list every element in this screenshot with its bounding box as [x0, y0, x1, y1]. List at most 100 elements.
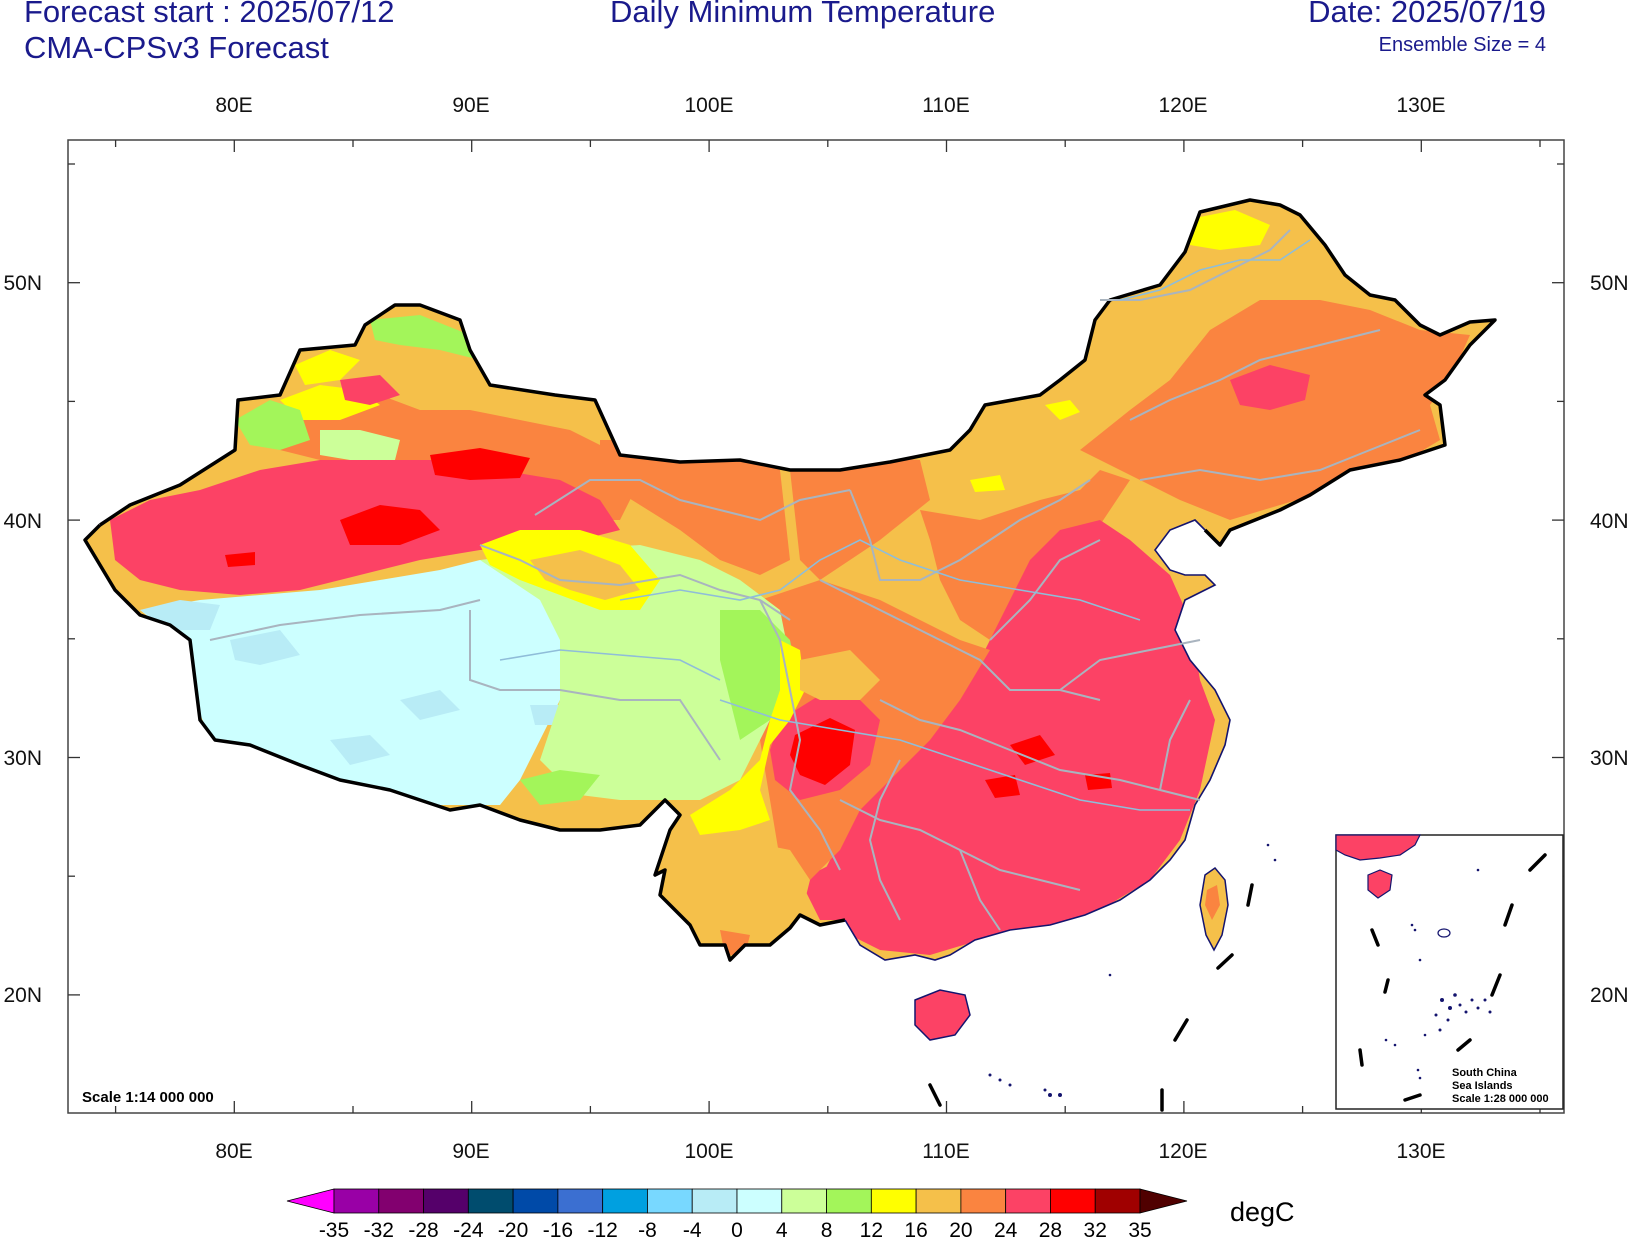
colorbar-label: -8	[638, 1219, 657, 1241]
colorbar-segment	[1139, 1188, 1188, 1214]
region-tarim-hot-cores	[225, 552, 255, 567]
region-plateau-edge	[370, 315, 480, 360]
colorbar-segment	[1094, 1188, 1141, 1214]
region-plateau-edge	[235, 400, 310, 450]
rivers	[499, 239, 1311, 811]
region-tarim-hot-cores	[430, 448, 530, 480]
frame-ticks	[68, 140, 1564, 1113]
coastline	[844, 519, 1231, 961]
colorbar-segment	[647, 1188, 693, 1214]
scale-label: Scale 1:14 000 000	[82, 1089, 214, 1106]
colorbar-segment	[691, 1188, 738, 1214]
map-title: Daily Minimum Temperature	[610, 0, 996, 29]
lat-label: 30N	[1590, 747, 1629, 770]
colorbar-label: -20	[498, 1219, 528, 1241]
region-tarim-hot-cores	[340, 505, 440, 545]
forecast-start-label: Forecast start : 2025/07/12	[24, 0, 395, 29]
lat-label: 50N	[1590, 272, 1629, 295]
region-xinjiang-north	[340, 375, 400, 405]
colorbar-label: -35	[319, 1219, 349, 1241]
lat-label: 20N	[1590, 984, 1629, 1007]
region-northern-yellow	[1185, 210, 1270, 250]
hainan	[914, 989, 971, 1041]
south-china-sea-inset: South China Sea Islands Scale 1:28 000 0…	[1335, 834, 1564, 1110]
lon-label: 130E	[1396, 94, 1445, 117]
region-xinjiang-north	[295, 350, 360, 385]
lat-label: 30N	[3, 747, 42, 770]
region-northern-yellow	[970, 475, 1005, 492]
inset-mainland	[1335, 834, 1421, 861]
region-plateau-edge	[320, 430, 400, 460]
region-qinghai	[480, 545, 790, 800]
inset-label: South China	[1452, 1067, 1518, 1079]
region-tibetan-plateau	[230, 630, 300, 665]
colorbar-label: 24	[994, 1219, 1018, 1241]
colorbar-unit: degC	[1230, 1197, 1295, 1227]
region-yunnan	[800, 650, 880, 700]
region-qaidam-basin	[690, 640, 805, 835]
lon-label: 90E	[452, 1140, 489, 1163]
region-inner-mongolia-band	[600, 440, 790, 575]
colorbar-segment	[1050, 1188, 1096, 1214]
colorbar-label: 32	[1084, 1219, 1107, 1241]
region-tibetan-plateau	[530, 705, 560, 725]
region-northern-yellow	[1045, 400, 1080, 420]
colorbar: -35 -32 -28 -24 -20 -16 -12 -8 -4 0 4 8 12 16 20 24 28 32…	[286, 1188, 1188, 1241]
colorbar-segment	[333, 1188, 380, 1214]
lon-label: 110E	[922, 1140, 970, 1163]
colorbar-segment	[960, 1188, 1007, 1214]
lat-labels-right: 50N 40N 30N 20N	[1590, 272, 1629, 1007]
lon-label: 120E	[1158, 94, 1207, 117]
lat-label: 50N	[3, 272, 42, 295]
colorbar-label: 28	[1039, 1219, 1062, 1241]
lon-label: 100E	[684, 94, 733, 117]
inset-hainan	[1367, 869, 1393, 899]
colorbar-segment	[915, 1188, 962, 1214]
valid-date-label: Date: 2025/07/19	[1308, 0, 1546, 29]
taiwan-core	[1205, 885, 1220, 920]
inset-label: Scale 1:28 000 000	[1452, 1093, 1549, 1105]
colorbar-label: 12	[860, 1219, 883, 1241]
lon-label: 80E	[215, 1140, 252, 1163]
region-south-china-hot-spots	[985, 775, 1020, 798]
model-label: CMA-CPSv3 Forecast	[24, 30, 329, 65]
region-north-china-plain	[820, 520, 1215, 955]
region-plateau-edge	[520, 770, 600, 805]
lon-labels-bottom: 80E 90E 100E 110E 120E 130E	[215, 1140, 1445, 1163]
lat-label: 20N	[3, 984, 42, 1007]
region-tibetan-plateau	[330, 735, 390, 765]
colorbar-label: 4	[776, 1219, 788, 1241]
ensemble-size-label: Ensemble Size = 4	[1378, 34, 1546, 56]
lat-labels-left: 50N 40N 30N 20N	[3, 272, 42, 1007]
colorbar-label: -24	[453, 1219, 484, 1241]
colorbar-segment	[378, 1188, 424, 1214]
region-tibetan-plateau	[400, 690, 460, 720]
colorbar-label: -28	[408, 1219, 438, 1241]
national-border	[83, 523, 846, 962]
colorbar-segment	[602, 1188, 648, 1214]
colorbar-label: 20	[949, 1219, 972, 1241]
lon-label: 130E	[1396, 1140, 1445, 1163]
region-sichuan-basin	[790, 718, 855, 785]
colorbar-segment	[467, 1188, 514, 1214]
colorbar-segment	[870, 1188, 917, 1214]
colorbar-segment	[512, 1188, 559, 1214]
colorbar-label: -32	[364, 1219, 394, 1241]
inset-dash-line	[1358, 853, 1547, 1102]
colorbar-label: -12	[587, 1219, 617, 1241]
lat-label: 40N	[1590, 510, 1629, 533]
national-border	[99, 198, 1497, 547]
lon-labels-top: 80E 90E 100E 110E 120E 130E	[215, 94, 1445, 117]
provincial-boundaries	[209, 229, 1421, 931]
inset-atoll	[1437, 928, 1451, 938]
region-south-china-hot-spots	[1010, 735, 1055, 765]
region-qaidam-basin	[530, 550, 640, 600]
lon-label: 100E	[684, 1140, 733, 1163]
colorbar-segment	[1005, 1188, 1051, 1214]
colorbar-label: 8	[821, 1219, 833, 1241]
colorbar-segment	[286, 1188, 335, 1214]
region-yunnan	[650, 830, 810, 950]
lon-label: 120E	[1158, 1140, 1207, 1163]
colorbar-segment	[423, 1188, 469, 1214]
